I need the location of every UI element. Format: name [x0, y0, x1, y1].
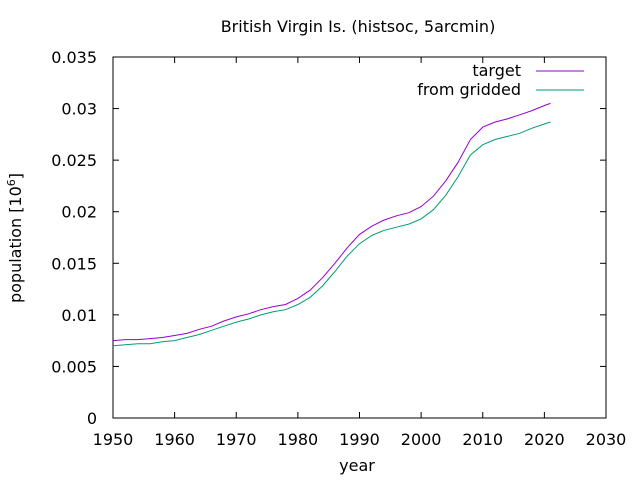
x-tick-label: 1960 — [154, 430, 195, 449]
x-tick-label: 2010 — [462, 430, 503, 449]
x-axis-title: year — [339, 456, 375, 475]
x-tick-label: 2000 — [401, 430, 442, 449]
x-tick-label: 1970 — [216, 430, 257, 449]
x-axis-ticks: 1950 1960 1970 1980 1990 2000 2010 2020 2030 — [93, 57, 627, 449]
y-tick-label: 0.025 — [51, 151, 97, 170]
legend-label-target: target — [472, 61, 521, 80]
y-axis-title-exponent: 6 — [5, 179, 18, 186]
y-tick-label: 0.015 — [51, 254, 97, 273]
x-tick-label: 2030 — [586, 430, 627, 449]
y-tick-label: 0 — [87, 409, 97, 428]
plot-frame — [112, 56, 607, 419]
y-tick-label: 0.035 — [51, 48, 97, 67]
y-axis-title: population [106] — [5, 173, 25, 303]
y-tick-label: 0.02 — [61, 203, 97, 222]
series-line-target — [112, 102, 551, 342]
series-line-from-gridded — [112, 121, 551, 347]
y-tick-label: 0.01 — [61, 306, 97, 325]
x-tick-label: 1990 — [339, 430, 380, 449]
y-axis-title-base: population [10 — [6, 186, 25, 303]
series-lines — [112, 102, 551, 347]
y-axis-ticks: 0 0.005 0.01 0.015 0.02 0.025 0.03 0.035 — [51, 48, 606, 428]
legend: target from gridded — [417, 61, 584, 99]
x-tick-label: 2020 — [524, 430, 565, 449]
y-axis-title-close: ] — [6, 173, 25, 179]
legend-label-from-gridded: from gridded — [417, 80, 521, 99]
y-tick-label: 0.005 — [51, 357, 97, 376]
chart-title: British Virgin Is. (histsoc, 5arcmin) — [221, 17, 496, 36]
x-tick-label: 1950 — [93, 430, 134, 449]
x-tick-label: 1980 — [278, 430, 319, 449]
y-tick-label: 0.03 — [61, 100, 97, 119]
